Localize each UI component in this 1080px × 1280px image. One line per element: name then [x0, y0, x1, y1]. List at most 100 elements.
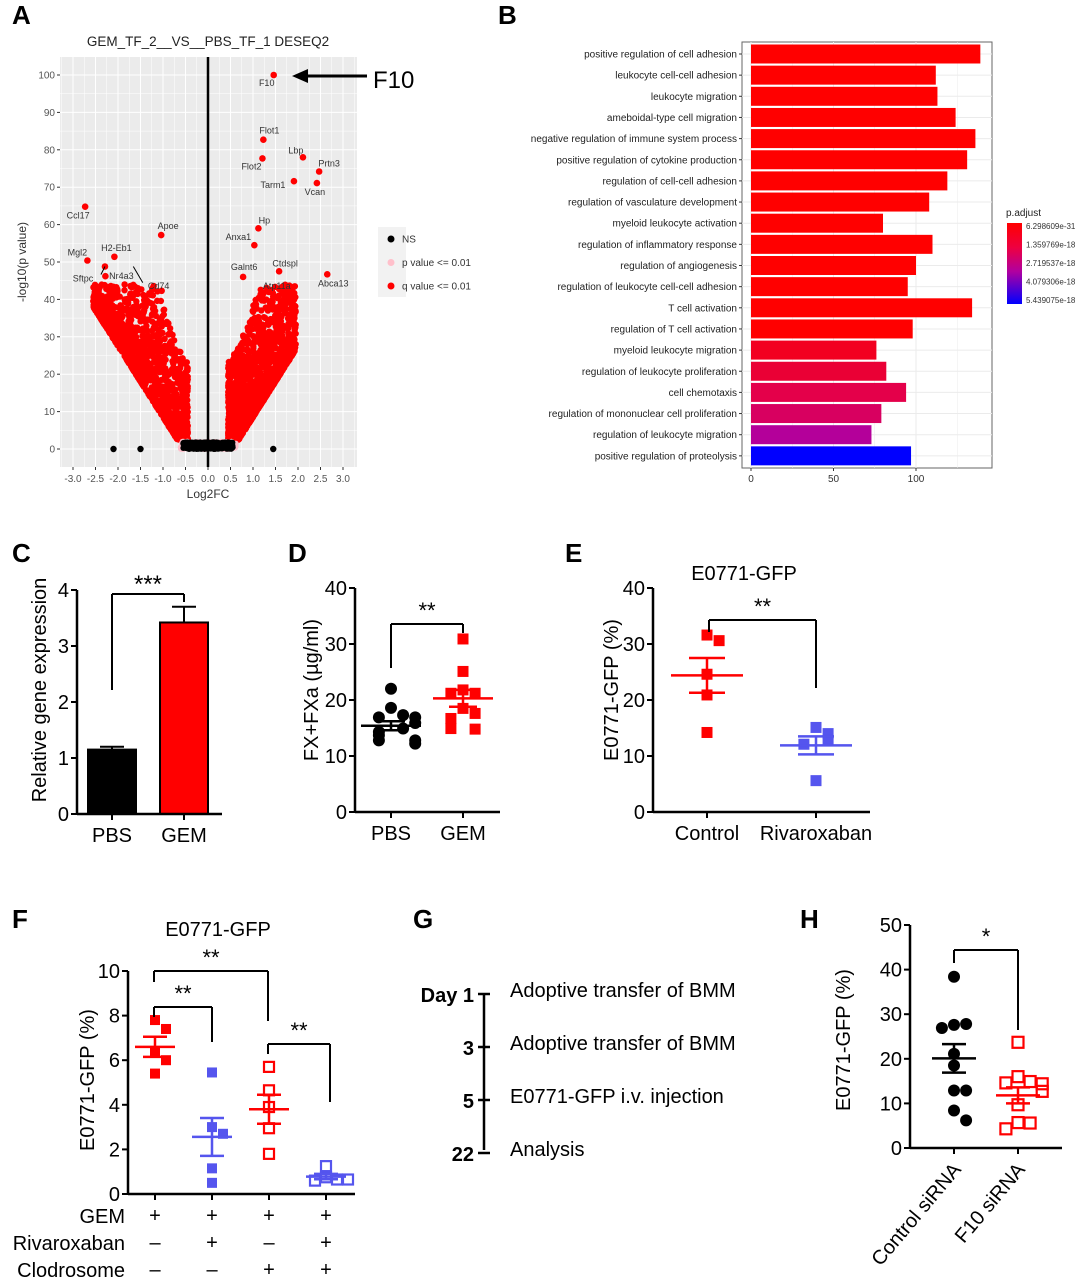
y-tick-label: 10	[623, 746, 645, 768]
data-point-q-significant	[170, 360, 177, 367]
bar	[751, 65, 936, 85]
timeline-event: Adoptive transfer of BMM	[510, 980, 736, 1002]
data-point-q-significant	[255, 332, 262, 340]
data-point-labeled	[255, 225, 262, 232]
data-point-q-significant	[259, 344, 267, 351]
data-point-q-significant	[271, 333, 279, 340]
data-point-q-significant	[267, 338, 274, 346]
data-point-q-significant	[96, 314, 104, 321]
data-point-q-significant	[234, 384, 241, 391]
data-point-q-significant	[287, 341, 295, 349]
data-point-q-significant	[161, 335, 168, 343]
x-tick-label: 2.5	[314, 474, 328, 485]
data-point-q-significant	[242, 354, 250, 362]
y-tick-label: 3	[58, 636, 69, 658]
significance-label: **	[418, 598, 436, 623]
data-point	[948, 1018, 960, 1031]
condition-label: GEM	[79, 1206, 125, 1228]
data-point-labeled	[299, 153, 307, 161]
data-point-q-significant	[282, 339, 290, 346]
data-point-q-significant	[184, 385, 191, 392]
bar	[751, 298, 973, 318]
gene-label: Apoe	[158, 221, 179, 231]
gene-label: Atp11a	[263, 281, 291, 291]
data-point	[469, 707, 481, 719]
data-point-q-significant	[179, 400, 186, 408]
data-point-q-significant	[253, 305, 260, 312]
data-point-q-significant	[263, 354, 271, 361]
data-point-q-significant	[137, 350, 144, 358]
data-point-q-significant	[240, 422, 248, 430]
y-tick-label: 20	[623, 690, 645, 712]
e0771-clodrosome-dot-plot: 0 2 4 6 8 10 E0771-GFP (%) E0771-GFP ** ** ** GEM + +…	[13, 919, 355, 1280]
label-leader-line	[132, 266, 144, 283]
data-point-q-significant	[114, 286, 121, 293]
data-point-q-significant	[90, 293, 97, 301]
data-point-q-significant	[148, 338, 155, 346]
data-point-q-significant	[250, 332, 257, 340]
bar	[751, 150, 968, 170]
data-point-q-significant	[173, 433, 180, 440]
data-point-q-significant	[266, 318, 273, 325]
y-tick-label: 90	[44, 108, 56, 119]
x-tick-label: -1.5	[132, 474, 150, 485]
label-leader-line	[100, 266, 106, 275]
timeline-event: Adoptive transfer of BMM	[510, 1033, 736, 1055]
data-point-q-significant	[125, 311, 132, 318]
data-point-q-significant	[184, 408, 191, 416]
condition-sign: –	[149, 1232, 161, 1254]
data-point-q-significant	[225, 364, 232, 372]
category-label: positive regulation of cell adhesion	[584, 50, 737, 61]
data-point	[319, 1160, 333, 1173]
category-label: regulation of leukocyte cell-cell adhesi…	[557, 282, 737, 293]
category-label: regulation of leukocyte proliferation	[582, 367, 737, 378]
data-point-q-significant	[261, 379, 269, 387]
timeline-day: 3	[463, 1038, 474, 1060]
bar	[159, 621, 209, 815]
y-tick-label: 10	[98, 961, 120, 983]
colorbar-label: 6.298609e-31	[1026, 222, 1076, 231]
data-point-q-significant	[236, 353, 244, 361]
data-point-q-significant	[272, 319, 279, 326]
data-point-q-significant	[114, 313, 122, 320]
data-point-q-significant	[161, 374, 168, 381]
condition-sign: –	[206, 1259, 218, 1280]
data-point-labeled	[251, 241, 258, 249]
data-point-q-significant	[160, 366, 168, 374]
data-point-q-significant	[274, 295, 282, 302]
condition-sign: +	[320, 1205, 332, 1227]
chart-title: GEM_TF_2__VS__PBS_TF_1 DESEQ2	[87, 34, 329, 49]
data-point-q-significant	[149, 284, 157, 291]
condition-sign: +	[206, 1205, 218, 1227]
data-point-q-significant	[230, 361, 238, 368]
data-point-q-significant	[276, 338, 283, 345]
data-point-q-significant	[292, 307, 299, 315]
data-point	[1011, 1035, 1025, 1049]
data-point	[150, 1015, 160, 1026]
category-label: regulation of inflammatory response	[578, 240, 737, 251]
data-point-q-significant	[233, 417, 240, 424]
y-tick-label: 10	[325, 746, 347, 768]
data-point-q-significant	[150, 370, 158, 378]
data-point-q-significant	[179, 418, 187, 426]
data-point-q-significant	[280, 297, 287, 304]
data-point-q-significant	[149, 292, 157, 299]
data-point-q-significant	[225, 372, 232, 380]
data-point-q-significant	[225, 388, 232, 396]
data-point-q-significant	[157, 357, 164, 364]
data-point	[960, 1084, 973, 1097]
data-point	[457, 702, 469, 714]
data-point-q-significant	[262, 337, 269, 345]
data-point	[341, 1173, 355, 1186]
data-point-q-significant	[225, 382, 232, 389]
data-point	[457, 633, 469, 645]
data-point-q-significant	[258, 398, 266, 405]
data-point-q-significant	[177, 383, 184, 390]
data-point-q-significant	[123, 356, 130, 363]
data-point-q-significant	[168, 341, 175, 349]
panel-letter: G	[413, 904, 433, 934]
data-point	[385, 701, 397, 714]
panel-letter: E	[565, 538, 582, 568]
